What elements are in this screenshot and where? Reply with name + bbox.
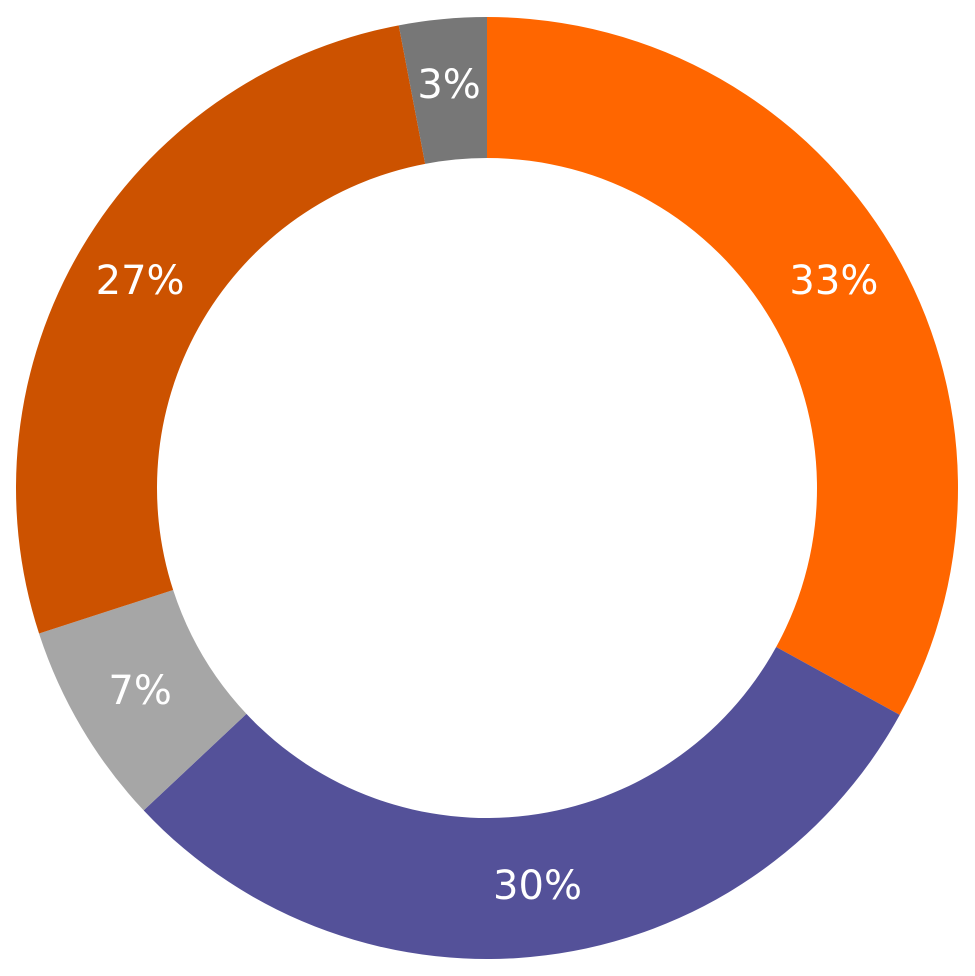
slice-label: 3% <box>417 62 480 108</box>
slice-label: 30% <box>493 863 582 909</box>
donut-slice <box>39 589 247 811</box>
donut-slice <box>143 646 900 960</box>
donut-slice <box>15 25 426 634</box>
slice-label: 33% <box>789 258 878 304</box>
donut-slice <box>487 17 958 715</box>
donut-slice <box>398 17 487 164</box>
slice-label: 7% <box>108 668 171 714</box>
slice-label: 27% <box>96 258 185 304</box>
